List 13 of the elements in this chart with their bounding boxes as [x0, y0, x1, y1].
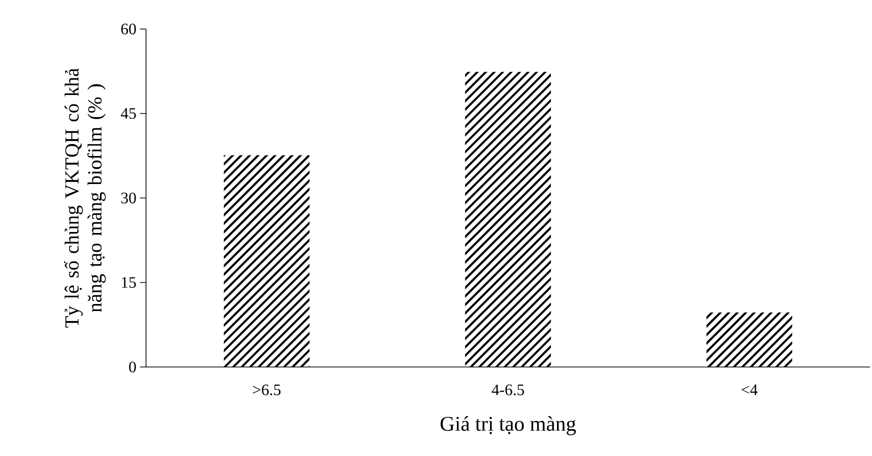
bar — [224, 155, 310, 367]
x-tick-label: >6.5 — [253, 384, 281, 396]
y-tick-label: 30 — [121, 192, 136, 204]
x-tick-label: <4 — [742, 384, 758, 395]
bar — [465, 72, 551, 367]
x-axis-title: Giá trị tạo màng — [440, 416, 576, 436]
y-tick-label: 15 — [122, 277, 136, 288]
y-axis-title: Tỷ lệ số chủng VKTQH có khả năng tạo màng biofilm (% ) — [64, 68, 106, 328]
x-tick-label: 4-6.5 — [492, 384, 524, 396]
y-tick-label: 45 — [120, 108, 136, 119]
y-tick-label: 60 — [121, 24, 136, 34]
y-tick-label: 0 — [129, 362, 136, 372]
bar — [706, 312, 792, 367]
